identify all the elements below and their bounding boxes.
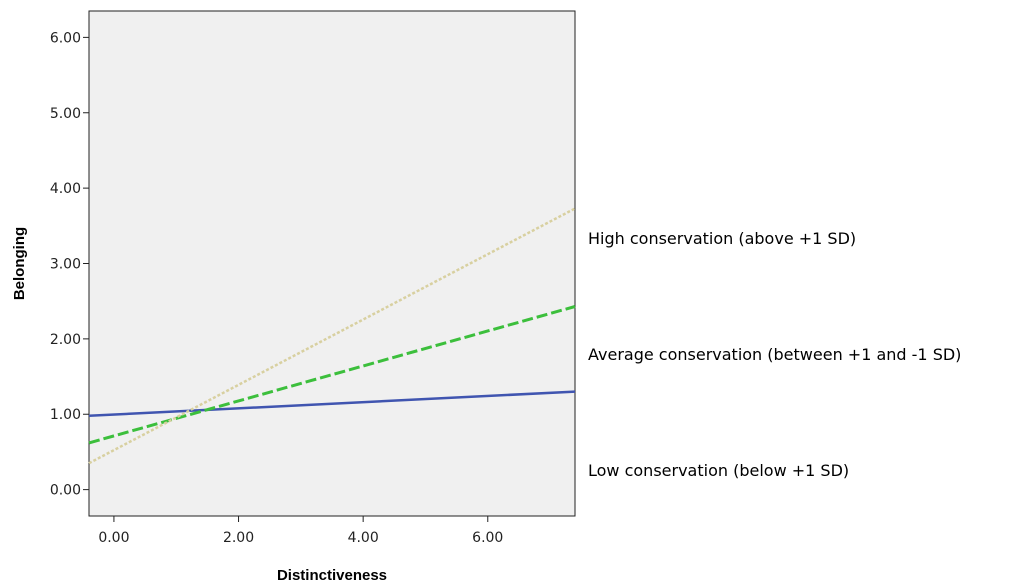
series-line-2 (88, 207, 576, 465)
x-tick-label: 2.00 (223, 530, 254, 546)
legend-label-1: Average conservation (between +1 and -1 … (588, 345, 962, 364)
y-axis-title: Belonging (11, 227, 28, 300)
y-tick-label: 0.00 (50, 483, 81, 499)
y-tick-label: 1.00 (50, 407, 81, 423)
y-tick-label: 3.00 (50, 257, 81, 273)
x-tick-label: 4.00 (348, 530, 379, 546)
y-tick-label: 4.00 (50, 181, 81, 197)
plot-area (88, 10, 576, 517)
legend-label-2: High conservation (above +1 SD) (588, 229, 857, 248)
x-tick-label: 6.00 (472, 530, 503, 546)
y-tick-label: 2.00 (50, 332, 81, 348)
series-layer (88, 207, 576, 465)
x-axis-title: Distinctiveness (277, 567, 387, 584)
axis-layer: 0.00 1.00 2.00 3.00 4.00 5.00 6.00 0.00 2.00 4.00… (50, 30, 504, 546)
y-tick-label: 6.00 (50, 30, 81, 46)
series-line-0 (88, 390, 576, 418)
y-tick-label: 5.00 (50, 106, 81, 122)
x-tick-label: 0.00 (98, 530, 129, 546)
legend-label-0: Low conservation (below +1 SD) (588, 461, 850, 480)
